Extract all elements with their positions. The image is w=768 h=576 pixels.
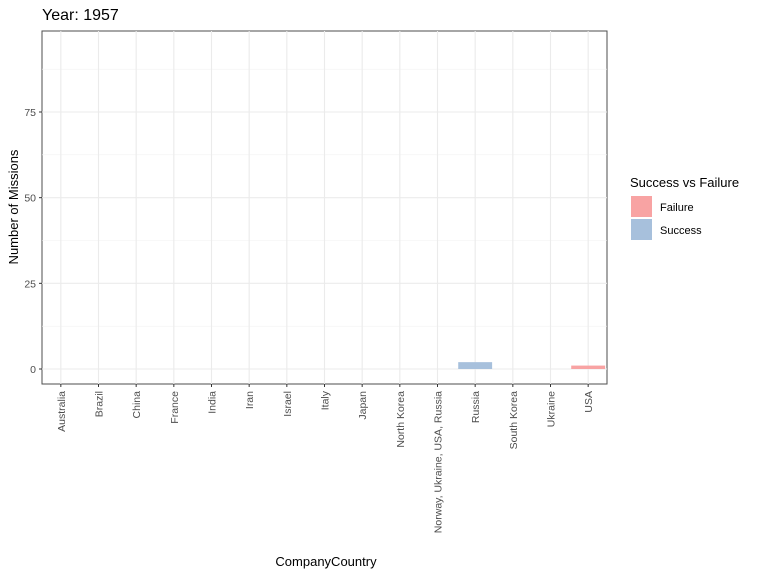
x-tick-label: USA	[583, 391, 595, 413]
y-tick-label: 0	[30, 364, 36, 376]
x-tick-label: North Korea	[395, 391, 407, 448]
bar-success-russia	[458, 362, 493, 369]
x-tick-label: Norway, Ukraine, USA, Russia	[433, 391, 445, 533]
x-tick-label: Ukraine	[546, 391, 558, 427]
x-tick-label: Russia	[470, 391, 482, 423]
bars	[458, 362, 606, 369]
y-tick-label: 75	[24, 107, 36, 119]
y-axis-ticks: 0 25 50 75	[24, 107, 42, 376]
x-tick-label: Brazil	[94, 391, 106, 417]
legend-title: Success vs Failure	[630, 175, 739, 190]
legend-label-success: Success	[660, 225, 702, 237]
x-tick-label: Israel	[282, 391, 294, 417]
gridlines	[42, 31, 607, 384]
chart-title: Year: 1957	[42, 7, 119, 24]
legend-key-success	[631, 219, 652, 240]
y-tick-label: 25	[24, 278, 36, 290]
bar-failure-usa	[571, 365, 606, 369]
x-tick-label: China	[131, 391, 143, 419]
y-axis-title: Number of Missions	[6, 149, 21, 264]
x-tick-label: India	[207, 391, 219, 414]
legend-key-failure	[631, 196, 652, 217]
legend-label-failure: Failure	[660, 202, 694, 214]
x-axis-ticks: Australia Brazil China France India Iran Israe…	[56, 384, 595, 533]
legend: Success vs Failure Failure Success	[630, 175, 739, 240]
x-tick-label: Australia	[56, 391, 68, 432]
y-tick-label: 50	[24, 193, 36, 205]
x-tick-label: Italy	[320, 390, 332, 410]
x-axis-title: CompanyCountry	[275, 554, 377, 569]
x-tick-label: Iran	[244, 391, 256, 409]
x-tick-label: Japan	[357, 391, 369, 420]
x-tick-label: South Korea	[508, 391, 520, 450]
x-tick-label: France	[169, 391, 181, 424]
